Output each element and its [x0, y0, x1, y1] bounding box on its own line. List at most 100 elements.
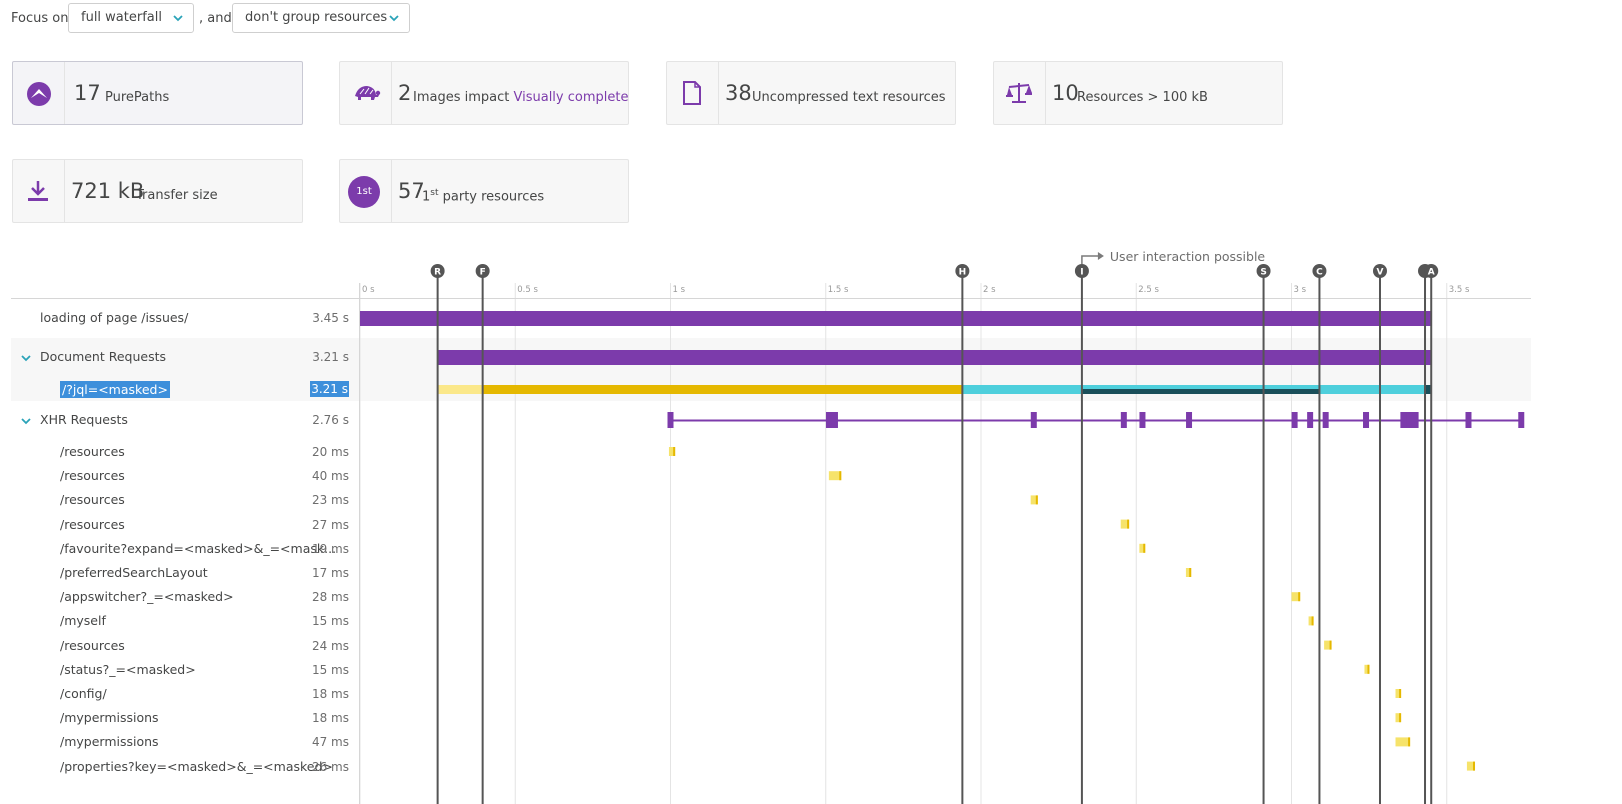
group-label[interactable]: Document Requests [40, 349, 167, 364]
xhr-request-bar [828, 471, 842, 481]
row-duration: 27 ms [311, 517, 349, 532]
request-phase-bar [1425, 385, 1432, 394]
xhr-request-bar-end [1329, 640, 1332, 650]
row-duration: 15 ms [311, 614, 349, 629]
row-duration: 17 ms [311, 566, 349, 580]
xhr-group-block [1363, 412, 1370, 428]
card-number: 721 kB [71, 179, 145, 203]
xhr-group-block [1030, 412, 1037, 428]
interaction-arrow-line [1081, 255, 1100, 264]
group-dropdown[interactable]: don't group resources [232, 3, 410, 33]
purepath-icon [27, 82, 51, 106]
focus-dropdown[interactable]: full waterfall [68, 3, 194, 33]
card-number: 38 [725, 81, 752, 105]
document-icon [683, 81, 701, 105]
request-label[interactable]: /mypermissions [60, 734, 159, 750]
request-label[interactable]: /myself [60, 613, 106, 629]
milestone-label: R [434, 268, 441, 278]
request-label[interactable]: /?jql=<masked> [60, 381, 170, 398]
request-label[interactable]: /mypermissions [60, 710, 159, 726]
xhr-request-bar-end [1473, 761, 1476, 771]
request-label[interactable]: /resources [60, 637, 125, 653]
chevron-down-icon [173, 15, 183, 22]
request-label[interactable]: /favourite?expand=<masked>&_=<mask... [60, 540, 337, 556]
tick-label: 3 s [1294, 285, 1307, 295]
request-phase-bar [1081, 389, 1320, 394]
request-label[interactable]: /status?_=<masked> [60, 661, 196, 677]
request-label[interactable]: /resources [60, 468, 125, 484]
first-party-card[interactable]: 1st 57 1st party resources [339, 159, 629, 223]
milestone-dot [1424, 264, 1439, 278]
card-number: 10 [1052, 81, 1079, 105]
milestone-dot [1256, 264, 1271, 278]
selected-duration: 3.21 s [310, 381, 349, 397]
milestone-label: C [1316, 268, 1323, 278]
xhr-group-block [1291, 412, 1298, 428]
xhr-request-bar [1395, 713, 1402, 723]
xhr-request-bar [1466, 761, 1476, 771]
chevron-down-icon[interactable] [21, 353, 31, 363]
xhr-group-block [1518, 412, 1525, 428]
xhr-request-bar-end [1311, 616, 1314, 626]
card-label: Uncompressed text resources [752, 90, 946, 105]
chevron-down-icon[interactable] [21, 416, 31, 426]
waterfall-chart: 0 s 0.5 s 1 s 1.5 s 2 s 2.5 s 3 s 3.5 s R F H I S C V A… [11, 249, 1531, 804]
request-label[interactable]: /resources [60, 492, 125, 508]
xhr-group-block [1322, 412, 1329, 428]
xhr-request-bar [1395, 737, 1411, 747]
request-label[interactable]: /resources [60, 444, 125, 459]
request-label[interactable]: /appswitcher?_=<masked> [60, 589, 234, 605]
xhr-request-bar [1185, 568, 1192, 577]
row-duration: 24 ms [311, 638, 349, 653]
tick-label: 0 s [362, 285, 375, 295]
xhr-group-block [1139, 412, 1146, 428]
request-label[interactable]: /preferredSearchLayout [60, 565, 208, 580]
card-label: party resources [442, 189, 545, 205]
card-label: Images impact [413, 90, 510, 105]
turtle-icon [355, 86, 381, 100]
row-duration: 40 ms [311, 469, 349, 484]
xhr-request-bar-end [1143, 543, 1146, 553]
visually-complete-link[interactable]: Visually complete [513, 90, 629, 105]
focus-dropdown-value: full waterfall [81, 10, 162, 25]
milestone-dot [475, 264, 490, 278]
tick-label: 1 s [673, 285, 686, 295]
xhr-request-bar-end [1399, 689, 1402, 698]
request-label[interactable]: /resources [60, 516, 125, 532]
card-label: Transfer size [136, 188, 218, 203]
images-impact-card[interactable]: 2 Images impact Visually complete [339, 61, 629, 125]
card-label-sup: st [430, 188, 439, 198]
xhr-request-bar [1030, 495, 1038, 505]
row-duration: 3.45 s [312, 311, 349, 325]
row-duration: 26 ms [311, 759, 349, 774]
row-duration: 28 ms [311, 590, 349, 605]
transfer-size-card[interactable]: 721 kB Transfer size [12, 159, 303, 223]
xhr-request-bar-end [1127, 519, 1130, 529]
request-label[interactable]: /properties?key=<masked>&_=<masked> [60, 758, 333, 774]
xhr-group-block [667, 412, 674, 428]
milestone-dot [1312, 264, 1327, 278]
row-duration: 20 ms [311, 445, 349, 459]
xhr-request-bar-end [1408, 737, 1411, 747]
document-group-bar [437, 350, 1432, 365]
milestone-dot [955, 264, 970, 278]
row-duration: 15 ms [311, 662, 349, 677]
xhr-group-block [1120, 412, 1127, 428]
focus-on-label: Focus on [11, 11, 69, 26]
xhr-request-bar-end [1399, 713, 1402, 723]
tick-label: 2 s [983, 285, 996, 295]
group-label[interactable]: XHR Requests [40, 412, 128, 427]
tick-label: 3.5 s [1449, 285, 1470, 295]
page-label[interactable]: loading of page /issues/ [40, 310, 189, 325]
xhr-request-bar [668, 447, 676, 456]
large-resources-card[interactable]: 10 Resources > 100 kB [993, 61, 1283, 125]
and-label: , and [199, 11, 232, 26]
purepaths-card[interactable]: 17 PurePaths [12, 61, 303, 125]
card-number: 17 [74, 81, 101, 105]
uncompressed-card[interactable]: 38 Uncompressed text resources [666, 61, 956, 125]
milestone-label: F [480, 268, 486, 278]
waterfall: 0 s 0.5 s 1 s 1.5 s 2 s 2.5 s 3 s 3.5 s R F H I S C V A… [0, 240, 1622, 804]
row-duration: 23 ms [311, 493, 349, 508]
row-duration: 3.21 s [279, 381, 349, 397]
request-label[interactable]: /config/ [60, 686, 107, 701]
